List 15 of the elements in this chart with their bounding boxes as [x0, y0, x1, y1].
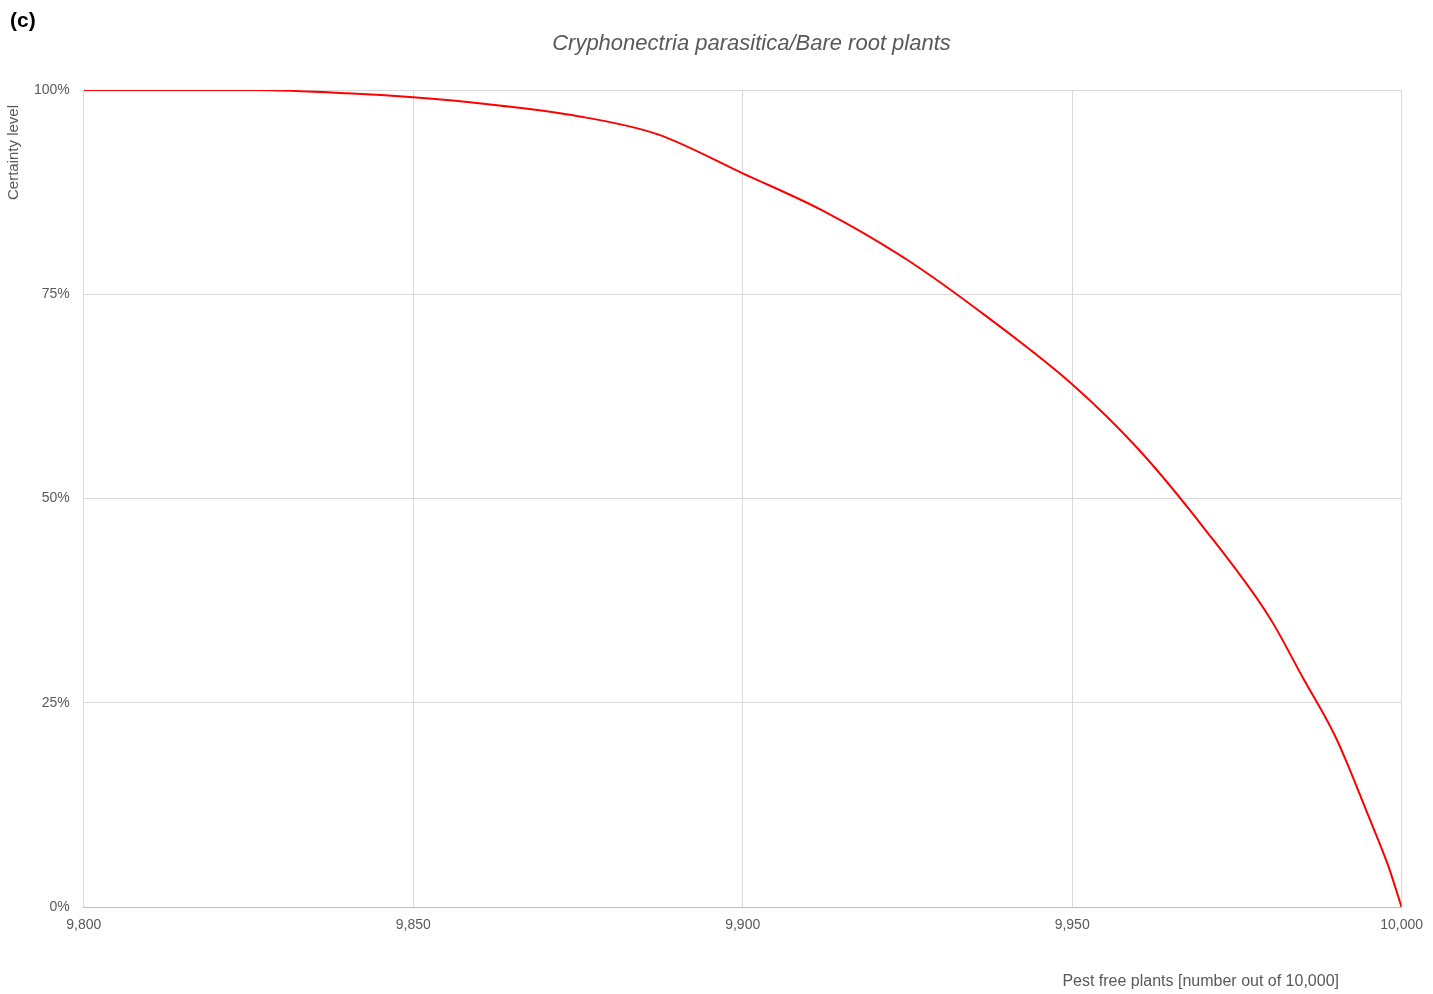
text: (c)	[10, 8, 36, 32]
x-tick-label: 9,800	[66, 916, 102, 933]
x-tick-label: 9,850	[395, 916, 431, 933]
x-tick-label: 9,950	[1054, 916, 1090, 933]
y-tick-label: 100%	[33, 80, 70, 97]
chart-title: Cryphonectria parasitica/Bare root plants	[551, 30, 952, 56]
y-tick-label: 0%	[49, 898, 70, 915]
y-tick-label: 25%	[41, 693, 70, 710]
x-tick-label: 9,900	[725, 916, 761, 933]
y-tick-label: 50%	[41, 489, 70, 506]
y-axis-title: Certainty level	[4, 104, 21, 200]
x-tick-label: 10,000	[1380, 916, 1424, 933]
y-tick-label: 75%	[41, 285, 70, 302]
x-axis-title: Pest free plants [number out of 10,000]	[1062, 972, 1339, 990]
line-series	[83, 90, 1402, 908]
